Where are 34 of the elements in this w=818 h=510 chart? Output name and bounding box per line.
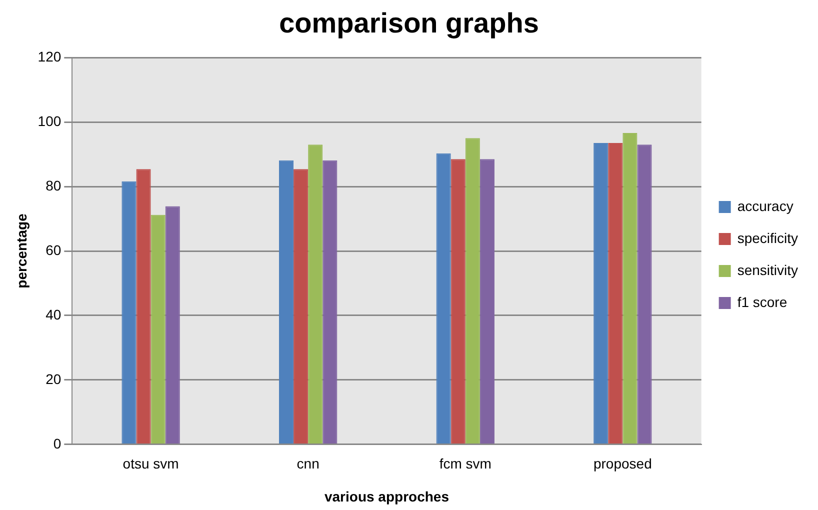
bar <box>278 160 294 444</box>
y-tick-label: 20 <box>46 370 62 387</box>
bar <box>308 144 323 444</box>
bar <box>450 159 466 444</box>
bar <box>594 143 608 444</box>
bar <box>136 169 151 444</box>
x-tick-label: fcm svm <box>439 456 492 472</box>
bar <box>436 153 451 444</box>
x-tick-label: proposed <box>593 456 652 472</box>
bar <box>150 214 166 444</box>
legend-label: specificity <box>737 230 798 246</box>
bar <box>322 160 338 444</box>
bar <box>465 138 480 444</box>
legend-label: accuracy <box>737 198 794 214</box>
bar <box>622 133 638 444</box>
bar <box>165 206 180 444</box>
bar <box>480 159 494 444</box>
bar <box>608 143 623 444</box>
x-tick-label: cnn <box>296 456 320 472</box>
y-tick-label: 100 <box>38 112 62 129</box>
y-tick-label: 40 <box>46 306 62 322</box>
legend-label: sensitivity <box>737 262 798 278</box>
x-axis-title: various approches <box>324 488 450 504</box>
x-tick-label: otsu svm <box>122 456 179 472</box>
chart-title: comparison graphs <box>279 8 539 39</box>
y-tick-label: 120 <box>38 48 62 64</box>
bar <box>637 144 652 444</box>
bar <box>294 169 308 444</box>
y-tick-label: 80 <box>46 177 62 194</box>
y-axis-title: percentage <box>13 213 30 288</box>
legend-label: f1 score <box>737 294 788 310</box>
y-tick-label: 60 <box>46 242 62 258</box>
bar <box>122 181 136 444</box>
y-tick-label: 0 <box>53 435 62 452</box>
